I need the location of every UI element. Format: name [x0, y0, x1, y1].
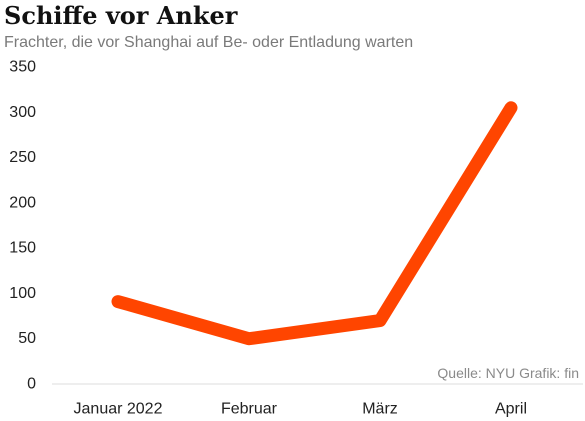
y-tick-label: 50: [18, 330, 36, 347]
y-tick-label: 250: [9, 149, 36, 166]
data-point: [243, 332, 255, 345]
chart-subtitle: Frachter, die vor Shanghai auf Be- oder …: [4, 34, 414, 51]
y-tick-label: 100: [9, 285, 36, 302]
y-axis: 0 50 100 150 200 250 300 350: [9, 59, 36, 393]
y-tick-label: 300: [9, 104, 36, 121]
y-tick-label: 350: [9, 59, 36, 76]
data-point: [505, 101, 517, 114]
series-group: [111, 101, 518, 346]
data-point: [112, 295, 124, 308]
y-tick-label: 0: [27, 376, 36, 393]
x-tick-label: April: [495, 401, 527, 418]
source-note: Quelle: NYU Grafik: fin: [437, 365, 579, 381]
y-tick-label: 150: [9, 240, 36, 257]
y-tick-label: 200: [9, 194, 36, 211]
x-tick-label: März: [362, 401, 398, 418]
series-line: [111, 101, 518, 346]
x-tick-label: Februar: [221, 401, 278, 418]
chart-title: Schiffe vor Anker: [4, 1, 238, 30]
data-point: [374, 314, 386, 327]
x-tick-label: Januar 2022: [74, 401, 163, 418]
x-axis: Januar 2022 Februar März April: [52, 383, 583, 418]
